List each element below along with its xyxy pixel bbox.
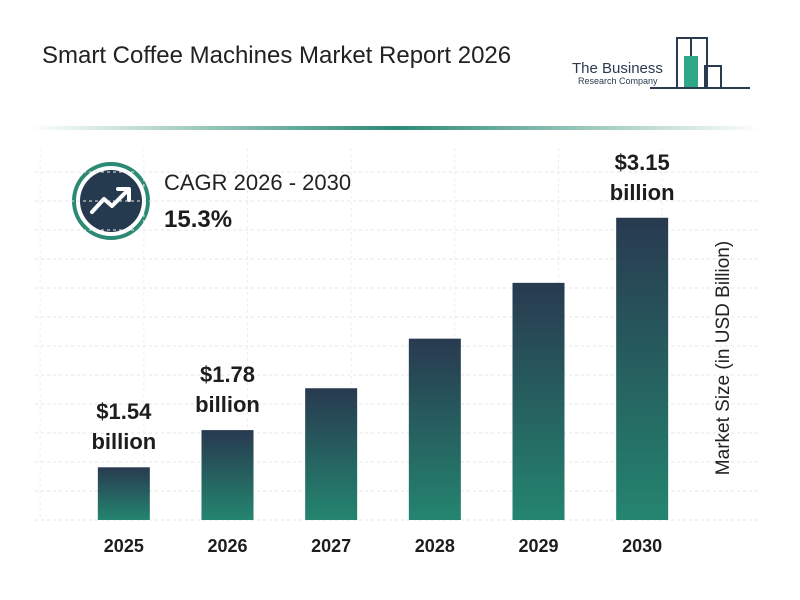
value-label: $1.78 billion: [195, 362, 260, 418]
logo-name: The Business: [572, 60, 663, 77]
bar: [408, 338, 461, 520]
bars: [97, 217, 669, 520]
x-tick-label: 2029: [518, 536, 558, 556]
header-rule: [30, 126, 760, 130]
x-tick-label: 2028: [415, 536, 455, 556]
logo-subname: Research Company: [578, 76, 658, 86]
x-tick-label: 2025: [104, 536, 144, 556]
bar: [305, 388, 358, 520]
value-label: $3.15 billion: [609, 149, 675, 205]
cagr-value: 15.3%: [164, 206, 233, 233]
chart-title: Smart Coffee Machines Market Report 2026: [42, 42, 512, 69]
x-tick-label: 2030: [622, 536, 662, 556]
x-tick-label: 2027: [311, 536, 351, 556]
bar: [616, 217, 669, 520]
value-label: $1.54 billion: [91, 399, 157, 455]
cagr-label: CAGR 2026 - 2030: [164, 170, 352, 195]
bar: [512, 282, 565, 520]
x-tick-label: 2026: [207, 536, 247, 556]
y-axis-label: Market Size (in USD Billion): [713, 241, 734, 475]
logo: The Business Research Company: [572, 37, 750, 89]
bar: [97, 467, 150, 520]
grid: [35, 148, 760, 521]
bar: [201, 430, 254, 520]
